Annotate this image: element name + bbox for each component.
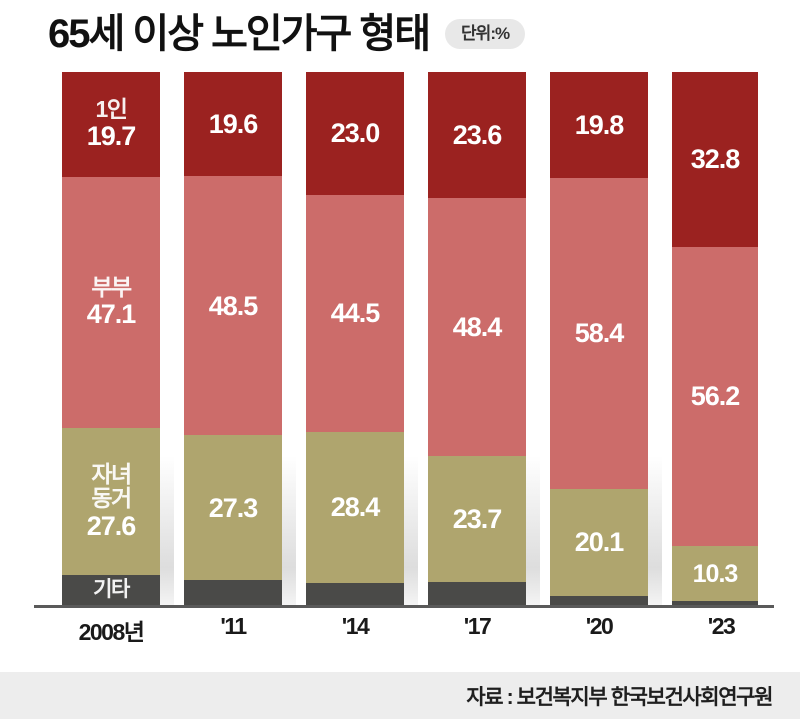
segment-value-label: 48.4 <box>452 311 503 342</box>
segment-value-label: 19.8 <box>574 109 625 140</box>
bar-segment-single-4: 19.8 <box>550 72 648 178</box>
x-axis-label-0: 2008년 <box>78 619 145 645</box>
bar-segment-other-5 <box>672 601 758 605</box>
segment-value-label: 48.5 <box>208 290 259 321</box>
bar-segment-couple-4: 58.4 <box>550 177 648 489</box>
bar-segment-child-3: 23.7 <box>428 455 526 583</box>
bar-segment-child-0: 자녀 동거 27.6 <box>62 428 160 576</box>
chart-header: 65세 이상 노인가구 형태 단위:% <box>0 0 800 68</box>
x-axis-label-5: '23 <box>707 613 736 639</box>
x-axis-label-1: '11 <box>220 613 247 639</box>
segment-category-label: 기타 <box>93 578 130 602</box>
segment-value-label: 44.5 <box>330 298 381 329</box>
bar-segment-couple-1: 48.5 <box>184 176 282 435</box>
bar-segment-other-1 <box>184 580 282 605</box>
bar-segment-couple-5: 56.2 <box>672 246 758 547</box>
bar-segment-single-3: 23.6 <box>428 72 526 198</box>
page-title: 65세 이상 노인가구 형태 <box>48 12 431 56</box>
bar-segment-couple-0: 부부 47.1 <box>62 177 160 429</box>
segment-category-label: 자녀 <box>91 461 132 488</box>
segment-value-label: 58.4 <box>574 318 625 349</box>
bar-segment-single-0: 1인 19.7 <box>62 72 160 177</box>
x-axis-label-3: '17 <box>463 613 492 639</box>
bar-column-17: 23.6 48.4 23.7 <box>428 72 526 605</box>
segment-value-label: 47.1 <box>86 299 137 330</box>
segment-value-label: 23.0 <box>330 118 381 149</box>
bar-segment-child-1: 27.3 <box>184 434 282 581</box>
x-axis-label-2: '14 <box>341 613 370 639</box>
segment-category-label: 부부 <box>91 274 132 301</box>
bar-segment-single-2: 23.0 <box>306 72 404 195</box>
segment-value-label: 27.3 <box>208 492 259 523</box>
bar-column-23: 32.8 56.2 10.3 <box>672 72 758 605</box>
bar-segment-other-3 <box>428 582 526 605</box>
bar-segment-single-5: 32.8 <box>672 72 758 247</box>
segment-value-label: 28.4 <box>330 492 381 523</box>
unit-badge: 단위:% <box>445 19 526 49</box>
bar-segment-other-4 <box>550 595 648 605</box>
segment-value-label: 19.6 <box>208 109 259 140</box>
bar-segment-couple-2: 44.5 <box>306 194 404 432</box>
chart-plot-area: 1인 19.7 부부 47.1 자녀 동거 27.6 기타 19.6 48.5 27.3 23.0 44… <box>0 68 800 613</box>
bar-segment-other-0: 기타 <box>62 575 160 605</box>
segment-value-label: 32.8 <box>690 144 741 175</box>
bar-segment-single-1: 19.6 <box>184 72 282 177</box>
bar-segment-couple-3: 48.4 <box>428 197 526 456</box>
bar-column-11: 19.6 48.5 27.3 <box>184 72 282 605</box>
bar-segment-child-5: 10.3 <box>672 546 758 602</box>
bar-column-14: 23.0 44.5 28.4 <box>306 72 404 605</box>
segment-value-label: 19.7 <box>86 121 137 152</box>
segment-category-label: 1인 <box>95 96 128 123</box>
bar-column-2008: 1인 19.7 부부 47.1 자녀 동거 27.6 기타 <box>62 72 160 605</box>
segment-value-label: 23.6 <box>452 119 503 150</box>
segment-category-label: 동거 <box>91 485 132 512</box>
bar-segment-other-2 <box>306 583 404 605</box>
x-axis-baseline <box>34 605 774 608</box>
segment-value-label: 23.7 <box>452 503 503 534</box>
segment-value-label: 10.3 <box>692 559 739 588</box>
chart-footer: 자료 : 보건복지부 한국보건사회연구원 <box>0 672 800 719</box>
x-axis-labels: 2008년 '11 '14 '17 '20 '23 <box>62 613 738 647</box>
bar-column-20: 19.8 58.4 20.1 <box>550 72 648 605</box>
bar-segment-child-4: 20.1 <box>550 488 648 596</box>
stacked-bar-group: 1인 19.7 부부 47.1 자녀 동거 27.6 기타 19.6 48.5 27.3 23.0 44… <box>62 72 758 605</box>
bar-segment-child-2: 28.4 <box>306 431 404 584</box>
x-axis-label-4: '20 <box>585 613 614 639</box>
segment-value-label: 56.2 <box>690 381 741 412</box>
segment-value-label: 20.1 <box>574 527 625 558</box>
source-note: 자료 : 보건복지부 한국보건사회연구원 <box>466 685 773 709</box>
segment-value-label: 27.6 <box>86 510 137 541</box>
